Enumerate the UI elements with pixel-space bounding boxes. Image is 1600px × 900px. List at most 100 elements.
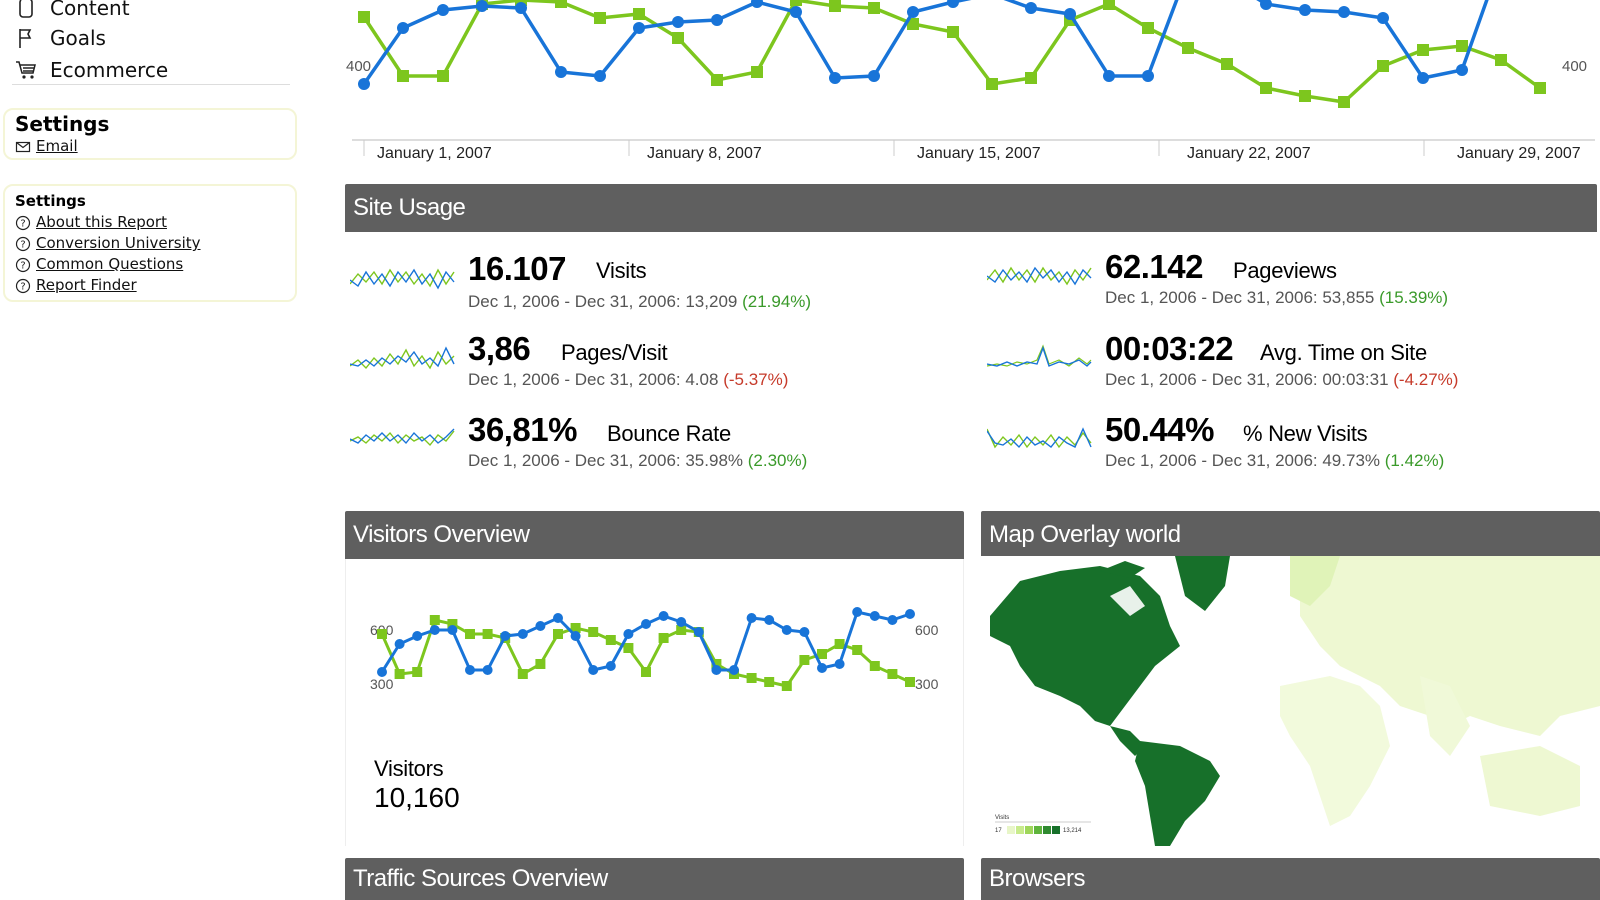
blue-series-point[interactable] <box>633 22 645 34</box>
visitors-green-point[interactable] <box>746 673 757 683</box>
visitors-green-point[interactable] <box>482 629 493 639</box>
visitors-blue-point[interactable] <box>641 619 651 629</box>
green-series-point[interactable] <box>1495 54 1507 66</box>
common-questions-link[interactable]: Common Questions <box>36 255 184 273</box>
visitors-blue-point[interactable] <box>394 639 405 649</box>
visitors-green-point[interactable] <box>764 677 775 687</box>
nav-item-ecommerce[interactable]: Ecommerce <box>14 56 168 84</box>
green-series-point[interactable] <box>1025 72 1037 84</box>
visitors-blue-point[interactable] <box>817 663 827 673</box>
visitors-green-point[interactable] <box>535 659 546 669</box>
blue-series-point[interactable] <box>1064 8 1076 20</box>
visitors-green-point[interactable] <box>641 667 651 677</box>
visitors-green-point[interactable] <box>465 629 475 639</box>
metric-pageviews[interactable]: 62.142 Pageviews Dec 1, 2006 - Dec 31, 2… <box>987 248 1597 308</box>
visitors-blue-point[interactable] <box>465 665 475 675</box>
visitors-blue-point[interactable] <box>482 665 493 675</box>
metric-avg-time[interactable]: 00:03:22 Avg. Time on Site Dec 1, 2006 -… <box>987 330 1597 390</box>
blue-series-point[interactable] <box>594 70 606 82</box>
visitors-blue-point[interactable] <box>517 629 528 639</box>
blue-series-point[interactable] <box>1025 2 1037 14</box>
visitors-blue-point[interactable] <box>412 631 423 641</box>
green-series-point[interactable] <box>1338 96 1350 108</box>
visitors-green-point[interactable] <box>676 625 687 635</box>
green-series-point[interactable] <box>1182 42 1194 54</box>
visitors-blue-point[interactable] <box>623 629 634 639</box>
blue-series-point[interactable] <box>947 0 959 8</box>
visitors-green-point[interactable] <box>588 627 599 637</box>
visitors-blue-point[interactable] <box>447 625 458 635</box>
green-series-point[interactable] <box>1456 40 1468 52</box>
blue-series-point[interactable] <box>1456 64 1468 76</box>
green-series-point[interactable] <box>751 66 763 78</box>
visitors-blue-point[interactable] <box>869 611 880 621</box>
blue-series-point[interactable] <box>515 2 527 14</box>
visitors-blue-point[interactable] <box>746 613 757 623</box>
blue-series-point[interactable] <box>907 6 919 18</box>
blue-series-point[interactable] <box>1103 70 1115 82</box>
nav-item-goals[interactable]: Goals <box>14 24 106 52</box>
report-finder-link[interactable]: Report Finder <box>36 276 137 294</box>
metric-visits[interactable]: 16.107 Visits Dec 1, 2006 - Dec 31, 2006… <box>350 250 950 311</box>
visitors-blue-point[interactable] <box>905 609 915 619</box>
green-series-point[interactable] <box>672 32 684 44</box>
blue-series-point[interactable] <box>751 0 763 8</box>
blue-series-point[interactable] <box>1377 12 1389 24</box>
metric-bounce-rate[interactable]: 36,81% Bounce Rate Dec 1, 2006 - Dec 31,… <box>350 411 950 471</box>
green-series-point[interactable] <box>1534 82 1546 94</box>
green-series-point[interactable] <box>1260 82 1272 94</box>
green-series-point[interactable] <box>1377 60 1389 72</box>
green-series-point[interactable] <box>868 2 880 14</box>
green-series-point[interactable] <box>1221 58 1233 70</box>
visitors-green-point[interactable] <box>817 649 827 659</box>
visitors-green-point[interactable] <box>799 655 810 665</box>
blue-series-point[interactable] <box>358 78 370 90</box>
visitors-green-point[interactable] <box>553 629 563 639</box>
blue-series-point[interactable] <box>437 4 449 16</box>
blue-series-point[interactable] <box>672 16 684 28</box>
visitors-green-point[interactable] <box>869 661 880 671</box>
metric-pages-per-visit[interactable]: 3,86 Pages/Visit Dec 1, 2006 - Dec 31, 2… <box>350 330 950 390</box>
blue-series-point[interactable] <box>476 0 488 12</box>
visitors-green-point[interactable] <box>852 645 863 655</box>
green-series-point[interactable] <box>986 78 998 90</box>
visitors-blue-point[interactable] <box>764 615 775 625</box>
green-series-point[interactable] <box>1417 44 1429 56</box>
blue-series-point[interactable] <box>829 72 841 84</box>
visitors-blue-point[interactable] <box>429 625 440 635</box>
green-series-point[interactable] <box>437 70 449 82</box>
visitors-blue-point[interactable] <box>799 627 810 637</box>
green-series-point[interactable] <box>790 0 802 6</box>
visitors-green-point[interactable] <box>781 681 792 691</box>
visitors-green-point[interactable] <box>412 667 423 677</box>
visitors-green-point[interactable] <box>711 659 722 669</box>
visitors-green-point[interactable] <box>377 629 387 639</box>
about-report-link[interactable]: About this Report <box>36 213 167 231</box>
visitors-green-point[interactable] <box>394 669 405 679</box>
blue-series-point[interactable] <box>555 66 567 78</box>
visitors-green-point[interactable] <box>570 623 581 633</box>
green-series-point[interactable] <box>1299 90 1311 102</box>
conversion-university-link[interactable]: Conversion University <box>36 234 201 252</box>
visitors-blue-point[interactable] <box>658 611 669 621</box>
visitors-blue-point[interactable] <box>676 617 687 627</box>
nav-item-content[interactable]: Content <box>14 0 130 22</box>
blue-series-point[interactable] <box>868 70 880 82</box>
world-map[interactable] <box>980 556 1600 846</box>
visitors-blue-point[interactable] <box>887 615 898 625</box>
green-series-point[interactable] <box>594 12 606 24</box>
blue-series-point[interactable] <box>1338 6 1350 18</box>
visitors-blue-point[interactable] <box>570 631 581 641</box>
green-series-point[interactable] <box>907 18 919 30</box>
visitors-green-point[interactable] <box>887 669 898 679</box>
visitors-blue-point[interactable] <box>535 621 546 631</box>
visitors-blue-point[interactable] <box>605 661 616 671</box>
visitors-blue-point[interactable] <box>693 627 704 637</box>
visitors-blue-point[interactable] <box>781 625 792 635</box>
metric-new-visits[interactable]: 50.44% % New Visits Dec 1, 2006 - Dec 31… <box>987 411 1597 471</box>
email-link[interactable]: Email <box>36 137 78 155</box>
blue-series-point[interactable] <box>397 22 409 34</box>
green-series-point[interactable] <box>358 11 370 23</box>
green-series-point[interactable] <box>633 8 645 20</box>
visitors-green-point[interactable] <box>447 619 458 629</box>
